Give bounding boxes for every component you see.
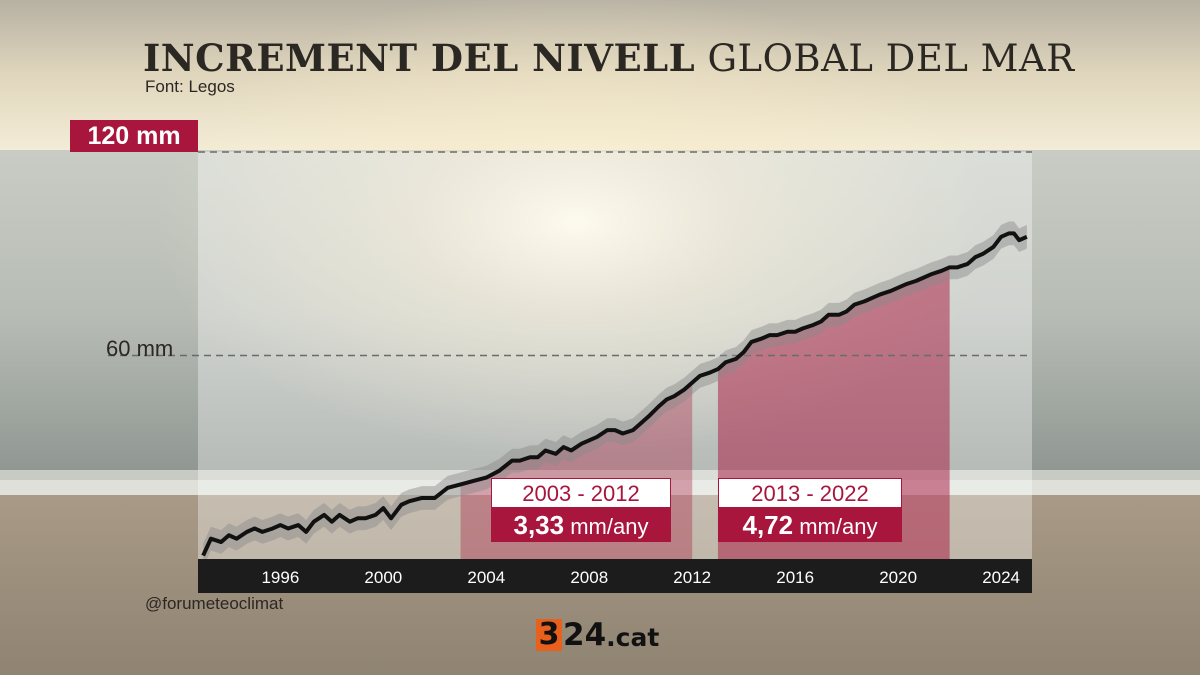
x-tick-1996: 1996: [261, 568, 299, 587]
x-tick-2008: 2008: [570, 568, 608, 587]
rate-unit: mm/any: [570, 514, 649, 539]
chart-title: INCREMENT DEL NIVELL GLOBAL DEL MAR: [143, 36, 1075, 80]
gridlines: [108, 151, 1032, 357]
rate-annotation-2003-2012: 2003 - 2012 3,33 mm/any: [491, 478, 671, 542]
x-tick-2020: 2020: [879, 568, 917, 587]
y-axis-mid-label: 60 mm: [106, 336, 174, 361]
uncertainty-band: [203, 221, 1027, 568]
annotation-rate: 4,72 mm/any: [718, 508, 902, 542]
source-label: Font: Legos: [145, 77, 235, 96]
rate-annotation-2013-2022: 2013 - 2022 4,72 mm/any: [718, 478, 902, 542]
rate-unit: mm/any: [799, 514, 878, 539]
logo-domain: .cat: [606, 623, 660, 652]
x-tick-2012: 2012: [673, 568, 711, 587]
credit-handle: @forumeteoclimat: [145, 594, 284, 613]
x-tick-2004: 2004: [467, 568, 505, 587]
logo-mark: 3: [536, 619, 562, 651]
x-tick-2016: 2016: [776, 568, 814, 587]
x-tick-2000: 2000: [364, 568, 402, 587]
title-light: GLOBAL DEL MAR: [707, 37, 1075, 80]
annotation-range: 2003 - 2012: [491, 478, 671, 508]
324-logo: 3 24 .cat: [536, 617, 659, 653]
sea-level-line: [201, 231, 1028, 557]
title-bold: INCREMENT DEL NIVELL: [143, 36, 696, 80]
x-axis-bar: [198, 559, 1032, 593]
logo-word: 24: [563, 617, 607, 653]
rate-value: 4,72: [742, 510, 794, 540]
annotation-range: 2013 - 2022: [718, 478, 902, 508]
annotation-rate: 3,33 mm/any: [491, 508, 671, 542]
rate-value: 3,33: [513, 510, 565, 540]
x-tick-2024: 2024: [982, 568, 1020, 587]
x-axis-ticks: 1996 2000 2004 2008 2012 2016 2020 2024: [261, 568, 1020, 587]
y-axis-max-label: 120 mm: [70, 120, 198, 152]
